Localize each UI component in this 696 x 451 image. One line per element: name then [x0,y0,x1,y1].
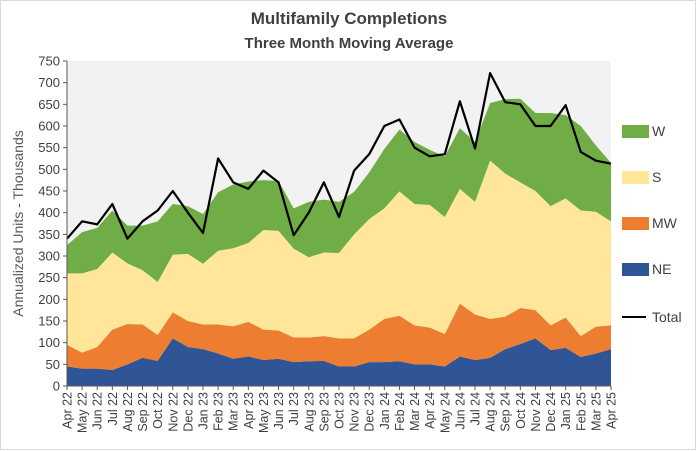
y-axis-label: Annualized Units - Thousands [10,130,26,317]
y-tick-label: 600 [38,119,60,134]
legend-label-w: W [652,123,666,139]
y-tick-label: 150 [38,314,60,329]
x-tick-label: Feb 24 [393,392,407,431]
legend-swatch-s [622,171,649,184]
x-tick-label: Mar 23 [227,392,241,431]
chart-subtitle: Three Month Moving Average [244,35,454,52]
y-tick-label: 50 [46,357,60,372]
x-tick-label: Oct 22 [151,392,165,429]
x-tick-label: Apr 22 [61,392,75,429]
y-tick-label: 450 [38,184,60,199]
x-tick-label: Feb 25 [574,392,588,431]
legend-label-s: S [652,169,661,185]
x-tick-label: Aug 24 [484,392,498,432]
x-tick-label: May 22 [76,392,90,433]
x-tick-label: Jul 23 [287,392,301,425]
legend-label-total: Total [652,309,682,325]
y-tick-label: 500 [38,162,60,177]
x-tick-label: Apr 24 [423,392,437,429]
x-tick-label: Sep 24 [499,392,513,432]
x-tick-label: Sep 22 [136,392,150,432]
x-tick-label: Mar 24 [408,392,422,431]
chart-title: Multifamily Completions [250,9,448,28]
x-tick-label: Jun 22 [91,392,105,430]
legend-swatch-ne [622,263,649,276]
area-ne [67,338,611,386]
legend-swatch-mw [622,217,649,230]
x-tick-label: Dec 23 [363,392,377,432]
x-tick-label: Jul 22 [106,392,120,425]
y-tick-label: 0 [53,379,60,394]
x-tick-label: Jan 23 [197,392,211,430]
x-tick-label: May 23 [257,392,271,433]
x-tick-label: May 24 [438,392,452,433]
y-tick-label: 200 [38,292,60,307]
y-tick-label: 700 [38,75,60,90]
x-tick-label: Sep 23 [317,392,331,432]
x-tick-label: Nov 23 [348,392,362,432]
x-tick-label: Nov 22 [166,392,180,432]
x-tick-label: Dec 22 [181,392,195,432]
area-mw [67,303,611,370]
area-s [67,160,611,353]
x-tick-label: Aug 23 [302,392,316,432]
x-tick-label: Jun 24 [453,392,467,430]
x-tick-label: Nov 24 [529,392,543,432]
y-tick-label: 750 [38,54,60,69]
x-tick-label: Jun 23 [272,392,286,430]
y-tick-label: 350 [38,227,60,242]
x-tick-label: Mar 25 [589,392,603,431]
x-tick-label: Jul 24 [469,392,483,425]
x-tick-label: Oct 24 [514,392,528,429]
total-line [66,72,612,240]
y-tick-label: 400 [38,205,60,220]
x-tick-label: Apr 25 [605,392,619,429]
y-tick-label: 250 [38,270,60,285]
legend-label-mw: MW [652,215,678,231]
y-tick-label: 100 [38,335,60,350]
x-tick-label: Jan 25 [559,392,573,430]
x-tick-label: Aug 22 [121,392,135,432]
x-tick-label: Feb 23 [212,392,226,431]
x-tick-label: Oct 23 [333,392,347,429]
y-tick-label: 650 [38,97,60,112]
legend-label-ne: NE [652,261,671,277]
x-tick-label: Apr 23 [242,392,256,429]
legend-swatch-w [622,125,649,138]
x-tick-label: Dec 24 [544,392,558,432]
y-tick-label: 550 [38,140,60,155]
y-tick-label: 300 [38,249,60,264]
x-tick-label: Jan 24 [378,392,392,430]
